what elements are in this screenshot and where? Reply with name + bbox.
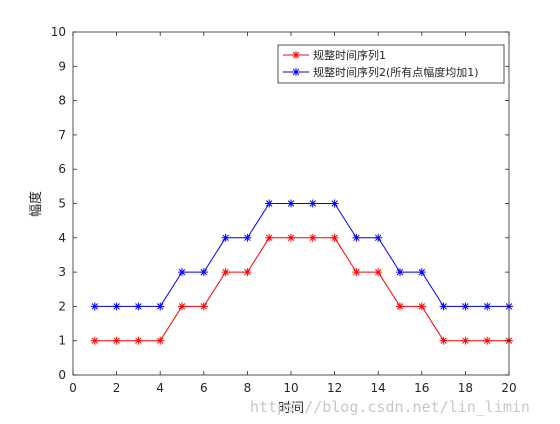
series-1-point — [221, 268, 230, 277]
series-2-point — [90, 302, 99, 311]
x-tick-label: 18 — [458, 381, 473, 395]
series-1-line — [94, 237, 509, 342]
y-tick-label: 1 — [58, 334, 66, 348]
series-1-point — [134, 336, 143, 345]
x-tick-label: 8 — [244, 381, 252, 395]
x-tick-label: 12 — [327, 381, 342, 395]
x-tick-label: 2 — [113, 381, 121, 395]
series-2-point — [396, 268, 404, 277]
x-tick-label: 4 — [156, 381, 164, 395]
x-tick-label: 0 — [69, 381, 77, 395]
series-1-point — [178, 302, 186, 311]
series-2-point — [199, 268, 208, 277]
y-tick-label: 0 — [58, 368, 66, 382]
legend-item-2: 规整时间序列2(所有点幅度均加1) — [283, 65, 479, 79]
series-1-point — [352, 268, 361, 277]
series-2-point — [243, 233, 252, 242]
series-2 — [90, 199, 513, 311]
series-2-point — [156, 302, 165, 311]
watermark: https://blog.csdn.net/lin_limin — [250, 398, 530, 416]
series-1-point — [265, 233, 274, 242]
legend-marker — [292, 68, 300, 76]
series-1-point — [330, 233, 339, 242]
y-tick-label: 7 — [58, 128, 66, 142]
x-tick-label: 10 — [283, 381, 298, 395]
y-axis-title: 幅度 — [28, 191, 44, 217]
legend-item-1: 规整时间序列1 — [283, 48, 386, 62]
series-2-point — [308, 199, 317, 208]
legend-label: 规整时间序列1 — [313, 48, 386, 62]
series-2-point — [461, 302, 470, 311]
series-1-point — [439, 336, 448, 345]
series-1-point — [461, 336, 470, 345]
series-1-point — [417, 302, 426, 311]
series-1-point — [156, 336, 165, 345]
y-tick-label: 3 — [58, 265, 66, 279]
series-2-point — [352, 233, 361, 242]
y-tick-label: 9 — [58, 59, 66, 73]
legend-label: 规整时间序列2(所有点幅度均加1) — [313, 65, 479, 79]
series-1-point — [396, 302, 404, 311]
series-2-point — [439, 302, 448, 311]
legend-box — [277, 44, 505, 84]
y-tick-label: 5 — [58, 197, 66, 211]
series-1-point — [483, 336, 492, 345]
series-2-line — [94, 203, 509, 307]
series-layer — [90, 199, 513, 345]
legend: 规整时间序列1 规整时间序列2(所有点幅度均加1) — [277, 44, 505, 84]
series-2-point — [483, 302, 492, 311]
y-tick-label: 2 — [58, 299, 66, 313]
x-tick-label: 6 — [200, 381, 208, 395]
series-1-point — [243, 268, 252, 277]
y-tick-label: 10 — [51, 25, 66, 39]
series-2-point — [374, 233, 383, 242]
legend-entries: 规整时间序列1 规整时间序列2(所有点幅度均加1) — [283, 48, 479, 79]
series-2-point — [221, 233, 230, 242]
x-axis-title: 时间 — [278, 401, 304, 416]
series-1-point — [112, 336, 121, 345]
x-tick-label: 14 — [371, 381, 386, 395]
series-2-point — [287, 199, 295, 208]
x-tick-label: 16 — [414, 381, 429, 395]
series-1-point — [287, 233, 295, 242]
series-2-point — [178, 268, 186, 277]
series-1-point — [308, 233, 317, 242]
series-2-point — [134, 302, 143, 311]
x-tick-label: 20 — [501, 381, 516, 395]
series-1-point — [199, 302, 208, 311]
y-tick-label: 4 — [58, 231, 66, 245]
series-1-point — [374, 268, 383, 277]
y-tick-label: 6 — [58, 162, 66, 176]
series-1-point — [90, 336, 99, 345]
series-2-point — [330, 199, 339, 208]
series-2-point — [265, 199, 274, 208]
legend-marker — [292, 51, 300, 59]
y-tick-label: 8 — [58, 94, 66, 108]
series-2-point — [112, 302, 121, 311]
series-2-point — [417, 268, 426, 277]
